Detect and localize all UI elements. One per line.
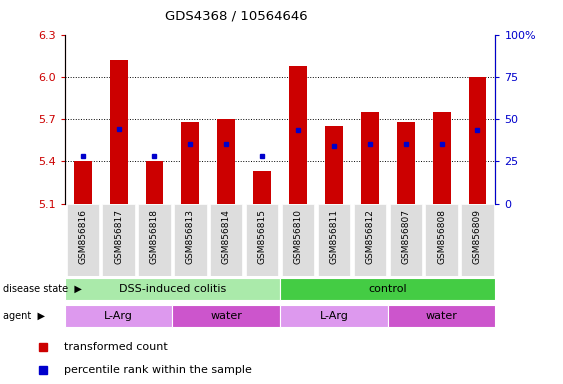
FancyBboxPatch shape: [282, 204, 314, 276]
Bar: [432, 112, 450, 204]
Text: GSM856807: GSM856807: [401, 209, 410, 264]
Text: DSS-induced colitis: DSS-induced colitis: [119, 284, 226, 294]
Text: GSM856808: GSM856808: [437, 209, 446, 264]
FancyBboxPatch shape: [66, 204, 99, 276]
FancyBboxPatch shape: [280, 278, 495, 300]
Text: GSM856814: GSM856814: [222, 209, 231, 264]
Text: transformed count: transformed count: [64, 342, 167, 352]
FancyBboxPatch shape: [354, 204, 386, 276]
FancyBboxPatch shape: [461, 204, 494, 276]
Bar: [110, 60, 128, 204]
FancyBboxPatch shape: [426, 204, 458, 276]
Bar: [468, 77, 486, 204]
FancyBboxPatch shape: [280, 305, 388, 327]
FancyBboxPatch shape: [210, 204, 243, 276]
FancyBboxPatch shape: [246, 204, 278, 276]
Bar: [289, 66, 307, 204]
FancyBboxPatch shape: [390, 204, 422, 276]
Text: GSM856815: GSM856815: [258, 209, 267, 264]
FancyBboxPatch shape: [65, 278, 280, 300]
Bar: [74, 161, 92, 204]
Bar: [397, 122, 415, 204]
Text: GSM856813: GSM856813: [186, 209, 195, 264]
FancyBboxPatch shape: [318, 204, 350, 276]
FancyBboxPatch shape: [65, 305, 172, 327]
FancyBboxPatch shape: [102, 204, 135, 276]
Bar: [181, 122, 199, 204]
Text: water: water: [211, 311, 242, 321]
Text: agent  ▶: agent ▶: [3, 311, 45, 321]
Text: GSM856817: GSM856817: [114, 209, 123, 264]
Bar: [217, 119, 235, 204]
Text: GSM856816: GSM856816: [78, 209, 87, 264]
Bar: [145, 161, 163, 204]
Text: GSM856809: GSM856809: [473, 209, 482, 264]
Bar: [361, 112, 379, 204]
Text: GSM856810: GSM856810: [293, 209, 302, 264]
FancyBboxPatch shape: [172, 305, 280, 327]
Text: water: water: [426, 311, 458, 321]
FancyBboxPatch shape: [138, 204, 171, 276]
Text: GDS4368 / 10564646: GDS4368 / 10564646: [165, 10, 308, 23]
Text: GSM856818: GSM856818: [150, 209, 159, 264]
FancyBboxPatch shape: [174, 204, 207, 276]
Text: percentile rank within the sample: percentile rank within the sample: [64, 365, 252, 375]
Text: L-Arg: L-Arg: [319, 311, 348, 321]
Text: disease state  ▶: disease state ▶: [3, 284, 82, 294]
Text: control: control: [368, 284, 407, 294]
FancyBboxPatch shape: [388, 305, 495, 327]
Text: GSM856812: GSM856812: [365, 209, 374, 264]
Bar: [253, 171, 271, 204]
Text: GSM856811: GSM856811: [329, 209, 338, 264]
Bar: [325, 126, 343, 204]
Text: L-Arg: L-Arg: [104, 311, 133, 321]
